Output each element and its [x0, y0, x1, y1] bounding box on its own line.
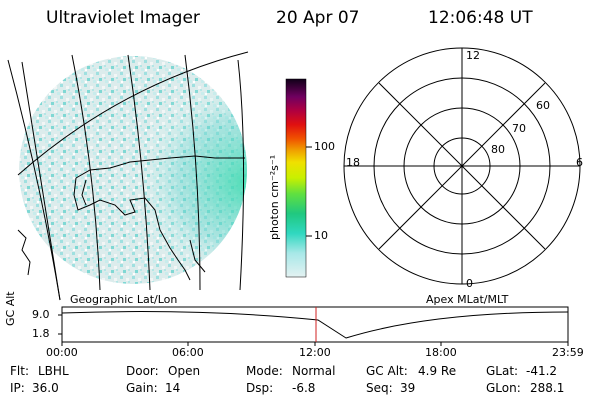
dsp-value: -6.8 [292, 381, 316, 395]
ip-value: 36.0 [32, 381, 59, 395]
glon-label: GLon: [486, 381, 521, 395]
mode-value: Normal [292, 364, 336, 378]
seq-value: 39 [400, 381, 416, 395]
colorbar-tick-10: 10 [314, 229, 328, 242]
orbit-x-tick-1: 06:00 [172, 346, 204, 359]
orbit-x-tick-4: 23:59 [552, 346, 584, 359]
mlt-label-0: 0 [466, 277, 473, 290]
time-label: 12:06:48 UT [428, 8, 533, 28]
coastline [17, 155, 245, 281]
orbit-y-tick-max: 9.0 [32, 308, 50, 321]
glat-value: -41.2 [526, 364, 558, 378]
flt-label: Flt: [10, 364, 29, 378]
lat-lon-grid [7, 51, 249, 301]
orbit-x-tick-2: 12:00 [299, 346, 331, 359]
door-label: Door: [126, 364, 159, 378]
gain-label: Gain: [126, 381, 158, 395]
mlt-label-18: 18 [346, 156, 360, 169]
flt-value: LBHL [38, 364, 69, 378]
mlat-label-70: 70 [512, 122, 526, 135]
apex-panel-label: Apex MLat/MLT [426, 293, 509, 306]
date-label: 20 Apr 07 [276, 8, 360, 28]
mlt-label-12: 12 [466, 49, 480, 62]
seq-label: Seq: [366, 381, 393, 395]
mlat-label-60: 60 [536, 99, 550, 112]
door-value: Open [168, 364, 201, 378]
mlat-label-80: 80 [491, 143, 505, 156]
gc-alt-label: GC Alt: [366, 364, 408, 378]
dsp-label: Dsp: [246, 381, 274, 395]
gc-alt-value: 4.9 Re [418, 364, 457, 378]
glon-value: 288.1 [530, 381, 565, 395]
orbit-y-tick-min: 1.8 [32, 327, 50, 340]
ip-label: IP: [10, 381, 25, 395]
orbit-x-tick-0: 00:00 [46, 346, 78, 359]
colorbar-tick-100: 100 [314, 140, 335, 153]
gain-value: 14 [165, 381, 181, 395]
glat-label: GLat: [486, 364, 519, 378]
mode-label: Mode: [246, 364, 283, 378]
orbit-y-label: GC Alt [4, 291, 17, 326]
mlt-label-6: 6 [576, 156, 583, 169]
instrument-title: Ultraviolet Imager [46, 8, 200, 28]
geographic-panel-label: Geographic Lat/Lon [70, 293, 178, 306]
orbit-x-tick-3: 18:00 [425, 346, 457, 359]
